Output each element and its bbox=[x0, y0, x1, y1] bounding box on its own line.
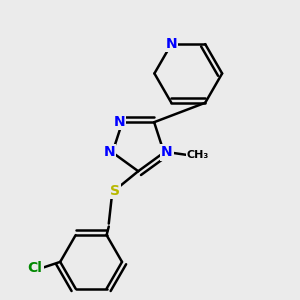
Text: Cl: Cl bbox=[28, 261, 43, 275]
Text: CH₃: CH₃ bbox=[187, 150, 209, 161]
Text: N: N bbox=[104, 146, 115, 160]
Text: S: S bbox=[110, 184, 120, 198]
Text: N: N bbox=[161, 146, 173, 160]
Text: N: N bbox=[166, 37, 177, 51]
Text: N: N bbox=[113, 115, 125, 129]
